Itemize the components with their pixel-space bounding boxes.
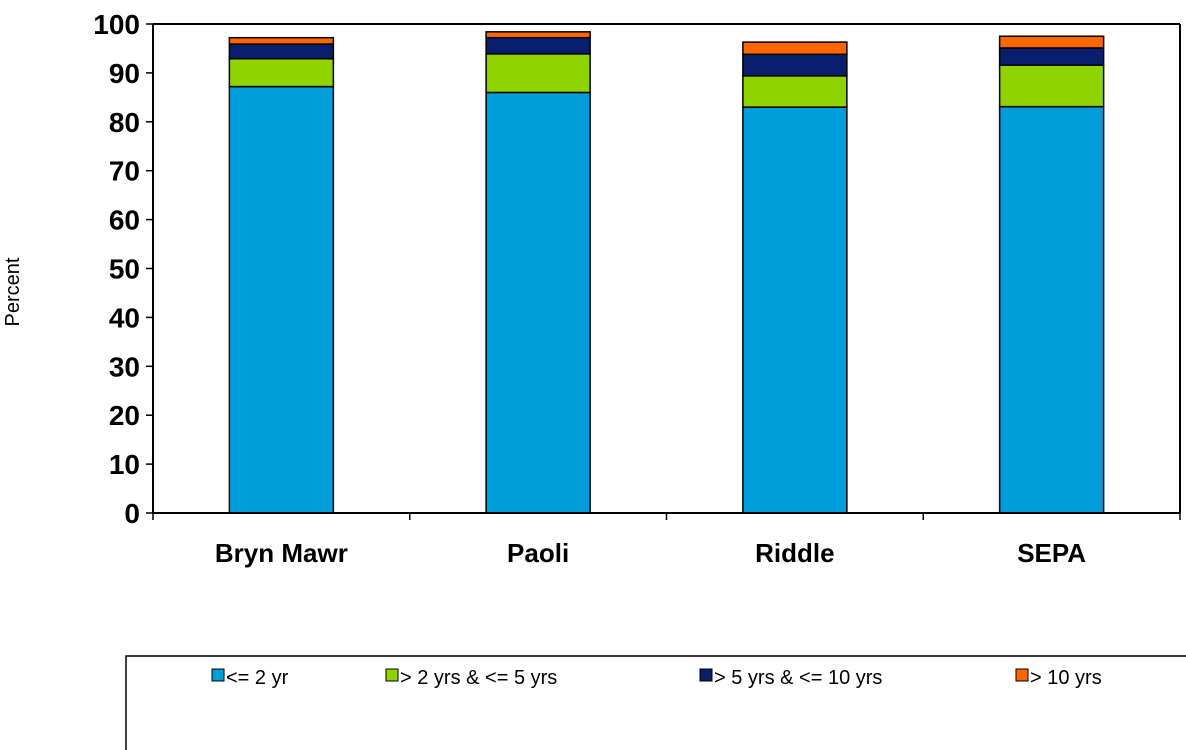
x-axis-ticks: Bryn Mawr Paoli Riddle SEPA [152,513,1181,568]
bar-segment [228,36,335,45]
bar-segment [998,64,1105,108]
legend-label: > 5 yrs & <= 10 yrs [714,667,882,689]
y-tick-label: 60 [109,205,140,236]
bar-segment [228,43,335,60]
legend-swatch [699,668,713,682]
y-tick-label: 100 [93,9,140,40]
bar-segment [228,57,335,88]
x-category-label: Bryn Mawr [215,538,348,568]
legend-swatch [1015,668,1029,682]
y-tick-label: 80 [109,107,140,138]
y-tick-label: 10 [109,449,140,480]
bar-segment [998,47,1105,66]
bar-segment [485,31,591,39]
legend-label: > 2 yrs & <= 5 yrs [400,667,557,689]
legend-box [125,655,1186,750]
x-category-label: Paoli [507,538,569,568]
y-tick-label: 30 [109,351,140,382]
legend: <= 2 yr > 2 yrs & <= 5 yrs > 5 yrs & <= 10… [125,655,1186,750]
x-category-label: Riddle [755,538,834,568]
bar-segment [998,35,1105,49]
y-axis-ticks: 0 10 20 30 40 50 60 70 80 90 100 [93,9,153,529]
y-axis-title: Percent [2,257,24,326]
bar-segment [742,41,848,56]
y-tick-label: 70 [109,156,140,187]
bar-segment [998,105,1105,514]
y-tick-label: 20 [109,400,140,431]
legend-label: <= 2 yr [226,667,289,689]
bar-segment [485,91,591,514]
bars [228,31,1105,514]
bar-segment [228,85,335,514]
x-category-label: SEPA [1017,538,1086,568]
y-tick-label: 90 [109,58,140,89]
y-tick-label: 40 [109,302,140,333]
legend-swatch [385,668,399,682]
legend-swatch [211,668,225,682]
bar-segment [485,53,591,94]
legend-label: > 10 yrs [1030,667,1102,689]
y-tick-label: 0 [124,498,140,529]
bar-segment [742,106,848,514]
bar-segment [485,36,591,55]
bar-segment [742,75,848,108]
bar-segment [742,53,848,77]
y-tick-label: 50 [109,254,140,285]
